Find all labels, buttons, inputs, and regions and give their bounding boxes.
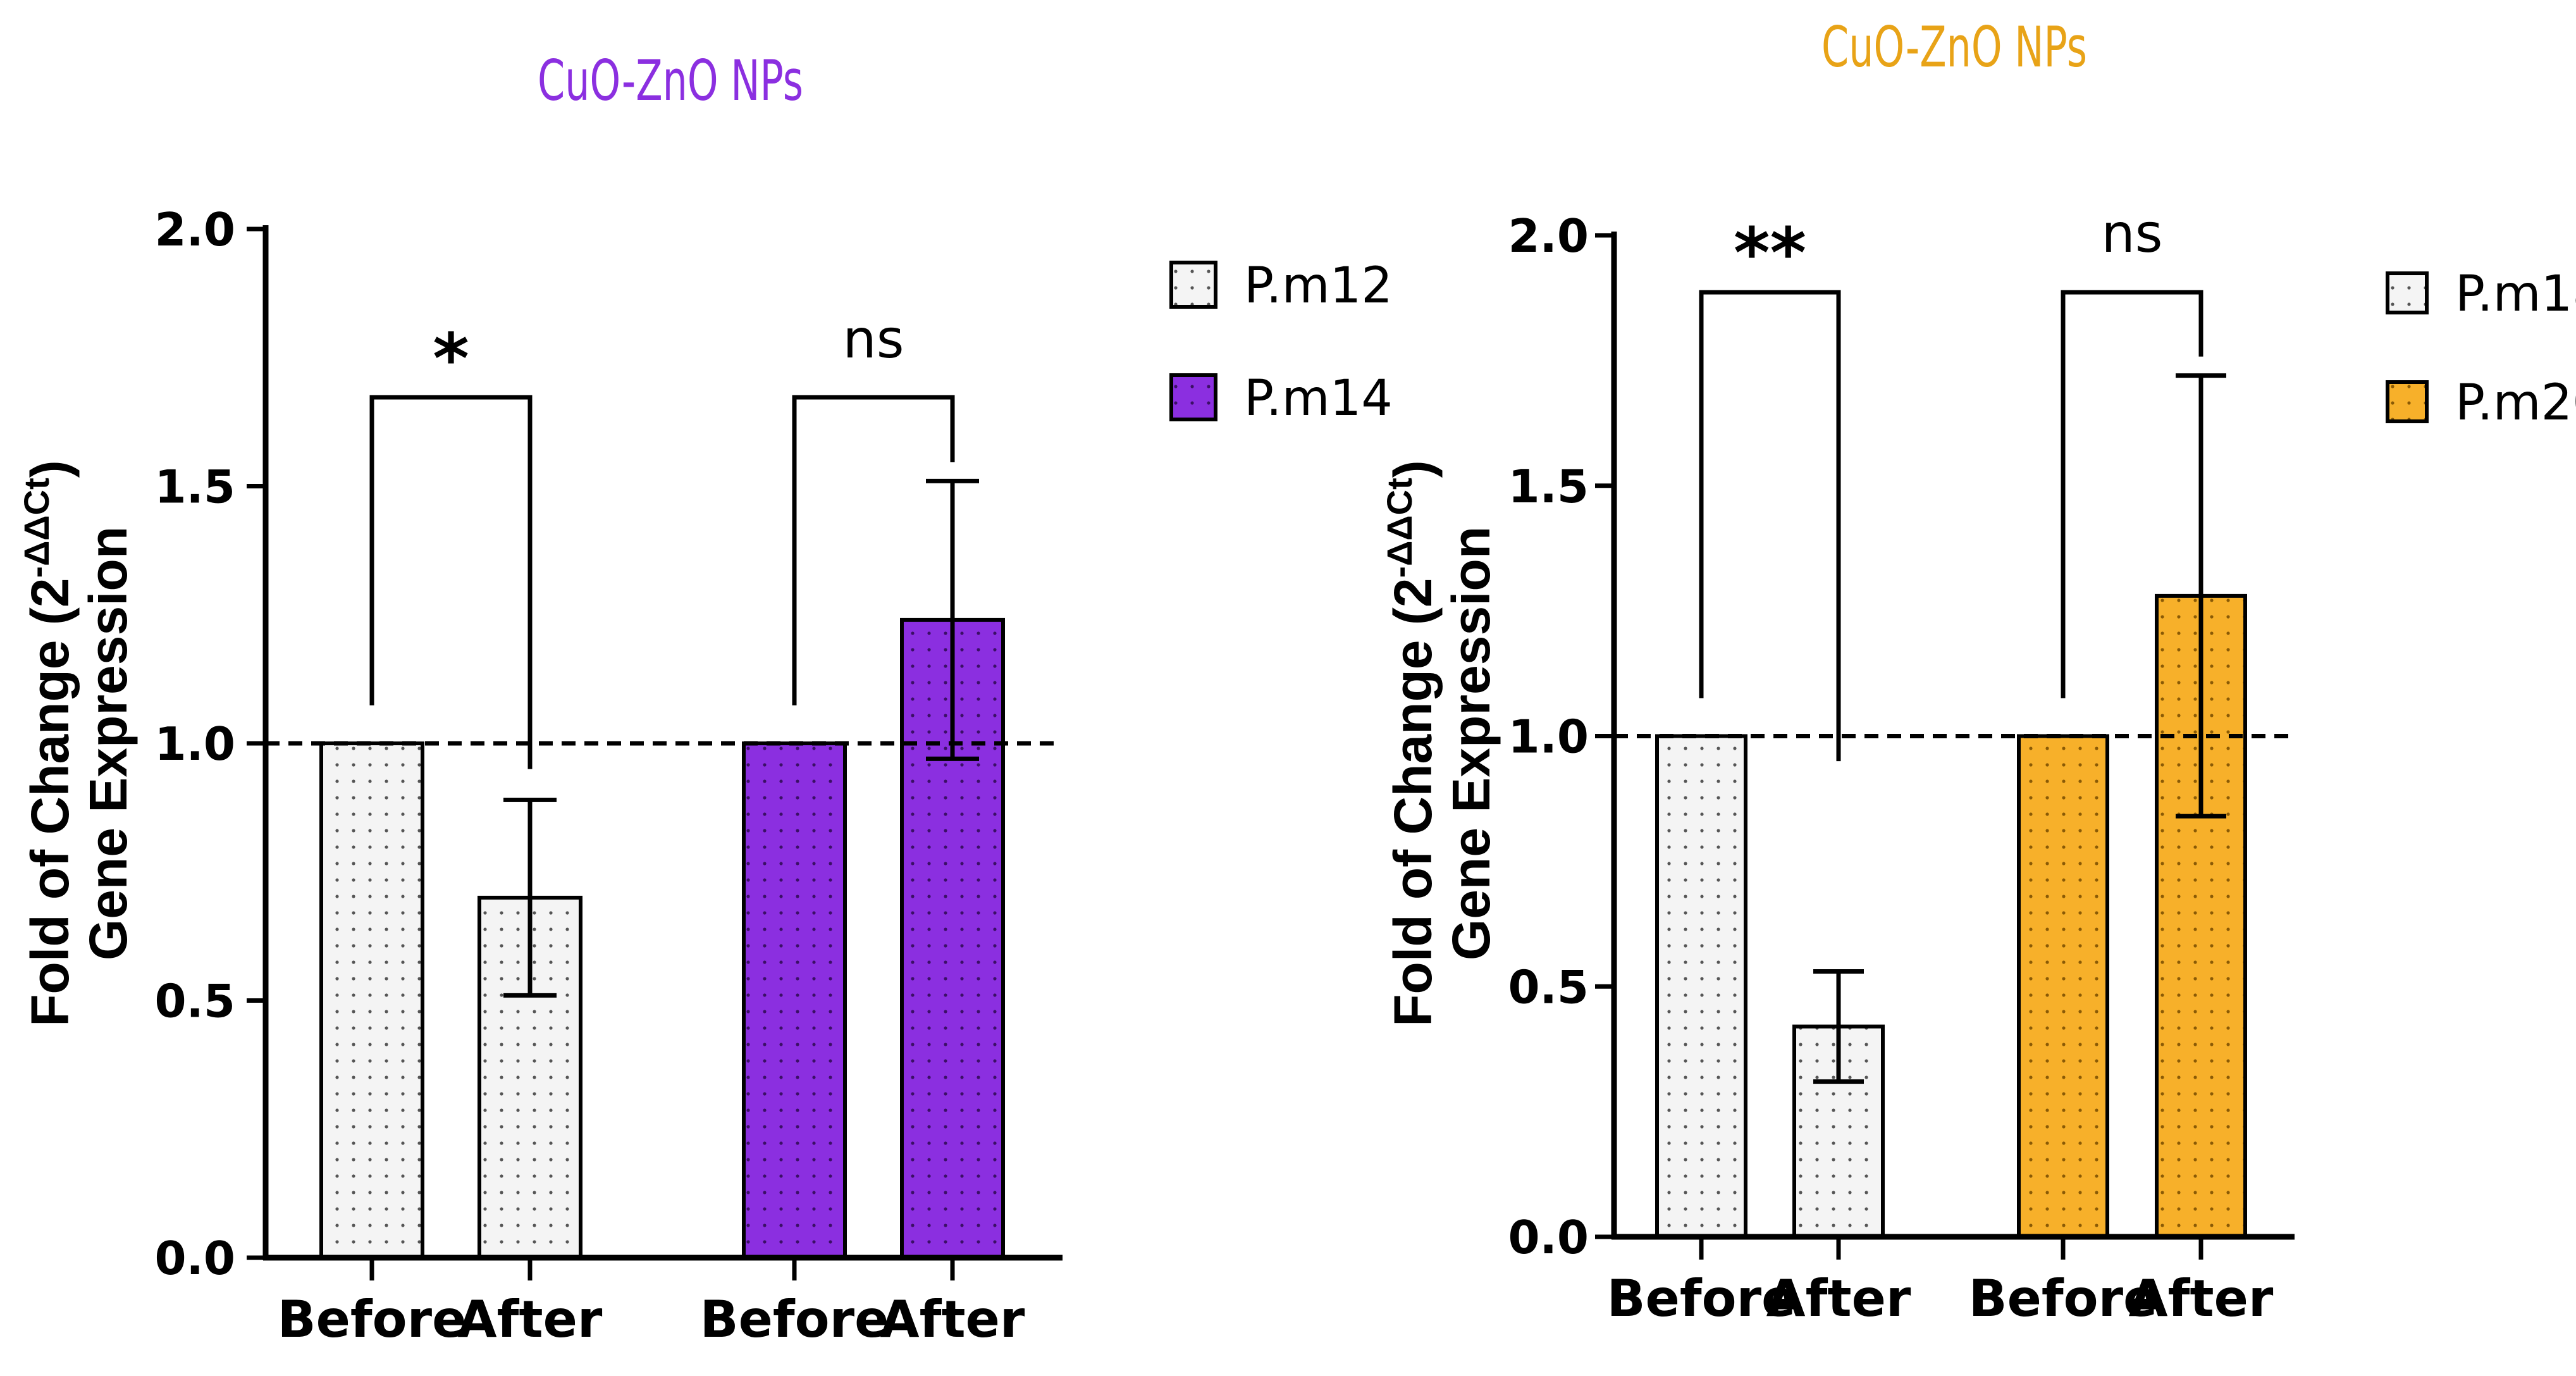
y-axis-label-superscript: -ΔΔCt: [1379, 478, 1419, 578]
y-axis-label-close-paren: ): [20, 460, 80, 478]
bar-P.m20-before: [2017, 734, 2109, 1239]
y-tick-label: 1.5: [154, 461, 235, 514]
y-tick-label: 1.0: [1508, 710, 1589, 764]
legend-swatch-P.m20: [2386, 380, 2429, 423]
significance-label: ns: [2101, 202, 2162, 264]
x-tick-label: Before: [278, 1290, 467, 1349]
x-tick-label: Before: [1607, 1269, 1796, 1328]
bar-P.m12-before: [319, 741, 424, 1260]
significance-bracket: [1699, 290, 1841, 762]
legend-swatch-P.m14: [1169, 373, 1217, 421]
y-axis-label-line2: Gene Expression: [78, 526, 138, 960]
y-axis-label-main: Fold of Change (2: [20, 578, 80, 1026]
x-tick-label: After: [880, 1290, 1025, 1349]
significance-label: **: [1734, 213, 1806, 294]
x-tick-label: Before: [700, 1290, 889, 1349]
y-axis-label-close-paren: ): [1383, 460, 1443, 478]
x-tick-label: After: [458, 1290, 603, 1349]
legend-label-P.m12: P.m12: [1244, 257, 1393, 314]
y-tick-label: 0.5: [154, 975, 235, 1028]
chart-title: CuO-ZnO NPs: [538, 48, 803, 113]
y-tick-label: 0.0: [154, 1232, 235, 1285]
x-tick-label: After: [1766, 1269, 1911, 1328]
significance-label: *: [433, 318, 469, 399]
y-tick-label: 2.0: [1508, 209, 1589, 263]
chart-title: CuO-ZnO NPs: [1821, 15, 2087, 80]
y-tick-label: 0.5: [1508, 960, 1589, 1013]
legend-swatch-P.m12: [1169, 261, 1217, 309]
x-tick-label: Before: [1969, 1269, 2158, 1328]
legend-label-P.m20: P.m20: [2455, 375, 2576, 431]
x-tick-label: After: [2129, 1269, 2274, 1328]
y-axis-label-line1: Fold of Change (2-ΔΔCt): [1379, 460, 1443, 1027]
y-axis-label-line2: Gene Expression: [1441, 526, 1501, 960]
y-tick-label: 1.0: [154, 717, 235, 771]
legend-label-P.m18: P.m18: [2455, 266, 2576, 323]
legend-swatch-P.m18: [2386, 271, 2429, 314]
bar-P.m18-before: [1655, 734, 1747, 1239]
significance-bracket: [369, 395, 533, 769]
significance-bracket: [2061, 290, 2203, 698]
y-tick-label: 2.0: [154, 203, 235, 256]
legend-label-P.m14: P.m14: [1244, 370, 1393, 427]
y-tick-label: 0.0: [1508, 1211, 1589, 1264]
y-axis-label-line1: Fold of Change (2-ΔΔCt): [16, 460, 80, 1027]
y-axis-label-main: Fold of Change (2: [1383, 578, 1443, 1026]
y-axis-label-superscript: -ΔΔCt: [16, 478, 56, 578]
y-tick-label: 1.5: [1508, 460, 1589, 513]
significance-label: ns: [842, 308, 904, 370]
significance-bracket: [792, 395, 955, 705]
bar-P.m14-before: [742, 741, 847, 1260]
